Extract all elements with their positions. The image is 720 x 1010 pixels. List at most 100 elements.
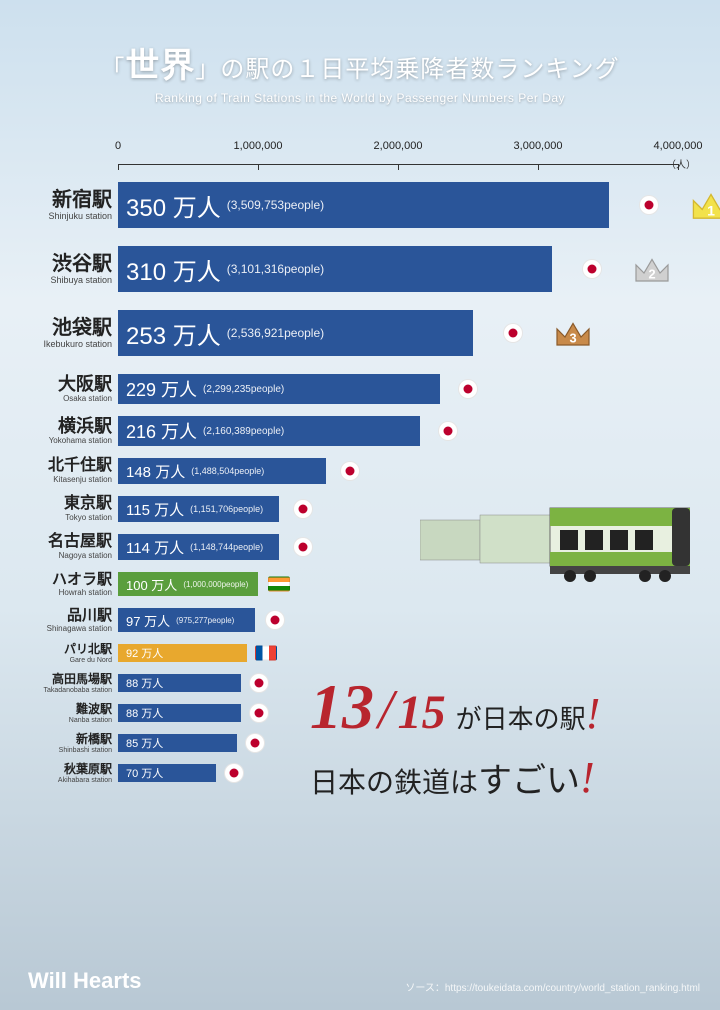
- fr-flag-icon: [255, 646, 277, 661]
- station-label: パリ北駅 Gare du Nord: [28, 643, 118, 664]
- bar-value: 310 万人: [126, 252, 221, 287]
- station-name-en: Takadanobaba station: [28, 687, 112, 694]
- source-text: ソース：https://toukeidata.com/country/world…: [405, 979, 700, 994]
- station-label: 秋葉原駅 Akihabara station: [28, 763, 118, 784]
- jp-flag-icon: [582, 259, 602, 279]
- bar-value: 115 万人: [126, 499, 184, 520]
- bar-value: 148 万人: [126, 461, 185, 482]
- station-name-en: Nanba station: [28, 717, 112, 724]
- axis-tick: [538, 164, 539, 170]
- x-axis: （人） 01,000,0002,000,0003,000,0004,000,00…: [118, 140, 692, 178]
- bar-value: 114 万人: [126, 537, 184, 558]
- station-label: 名古屋駅 Nagoya station: [28, 534, 118, 560]
- bar: 92 万人: [118, 644, 247, 662]
- station-row: 横浜駅 Yokohama station216 万人(2,160,389peop…: [28, 412, 692, 450]
- bar-value-paren: (1,488,504people): [191, 466, 264, 476]
- axis-tick: [398, 164, 399, 170]
- station-row: パリ北駅 Gare du Nord 92 万人: [28, 640, 692, 666]
- axis-tick-label: 2,000,000: [374, 140, 423, 152]
- bar-value: 350 万人: [126, 188, 221, 223]
- station-name-jp: 池袋駅: [28, 318, 112, 338]
- station-name-jp: 大阪駅: [28, 375, 112, 393]
- axis-tick-label: 3,000,000: [514, 140, 563, 152]
- station-name-jp: 秋葉原駅: [28, 763, 112, 775]
- callout-excl-2: !: [580, 753, 595, 802]
- jp-flag-icon: [639, 195, 659, 215]
- station-name-jp: パリ北駅: [28, 643, 112, 655]
- title-strong: 世界: [125, 47, 195, 85]
- station-name-en: Yokohama station: [28, 437, 112, 445]
- callout: 13 / 15 が日本の駅 ! 日本の鉄道はすごい!: [310, 670, 710, 803]
- station-name-jp: 東京駅: [28, 496, 112, 512]
- bar-area: 92 万人: [118, 640, 692, 666]
- logo-part-b: Hearts: [73, 968, 141, 993]
- svg-text:1: 1: [707, 203, 715, 219]
- logo: Will Hearts: [28, 968, 142, 994]
- jp-flag-icon: [438, 421, 458, 441]
- callout-excl-1: !: [586, 688, 601, 739]
- bar: 85 万人: [118, 734, 237, 752]
- bar: 88 万人: [118, 674, 241, 692]
- axis-tick-label: 1,000,000: [234, 140, 283, 152]
- title: 「世界」の駅の１日平均乗降者数ランキング Ranking of Train St…: [0, 0, 720, 105]
- station-row: 渋谷駅 Shibuya station310 万人(3,101,316peopl…: [28, 242, 692, 296]
- station-name-jp: 難波駅: [28, 703, 112, 715]
- bar-value-paren: (3,101,316people): [227, 262, 324, 276]
- rank-crown-icon: 2: [632, 253, 672, 285]
- jp-flag-icon: [293, 537, 313, 557]
- station-label: 池袋駅 Ikebukuro station: [28, 318, 118, 349]
- jp-flag-icon: [458, 379, 478, 399]
- jp-flag-icon: [265, 610, 285, 630]
- title-sub: Ranking of Train Stations in the World b…: [0, 91, 720, 105]
- bar: 216 万人(2,160,389people): [118, 416, 420, 446]
- callout-line2-strong: すごい: [478, 763, 580, 800]
- station-label: 横浜駅 Yokohama station: [28, 417, 118, 445]
- bar: 88 万人: [118, 704, 241, 722]
- bar-value: 97 万人: [126, 611, 170, 630]
- axis-unit: （人）: [666, 156, 696, 171]
- station-label: 難波駅 Nanba station: [28, 703, 118, 724]
- callout-numerator: 13: [310, 670, 374, 744]
- station-row: 池袋駅 Ikebukuro station253 万人(2,536,921peo…: [28, 306, 692, 360]
- callout-line1: 13 / 15 が日本の駅 !: [310, 670, 710, 744]
- station-label: 新宿駅 Shinjuku station: [28, 190, 118, 221]
- station-name-jp: 新橋駅: [28, 733, 112, 745]
- bar: 310 万人 (3,101,316people): [118, 246, 552, 292]
- station-label: 北千住駅 Kitasenju station: [28, 458, 118, 484]
- bar: 229 万人(2,299,235people): [118, 374, 440, 404]
- callout-line1-text: が日本の駅: [456, 699, 586, 736]
- bar-value: 92 万人: [126, 645, 163, 661]
- bar-value-paren: (1,148,744people): [190, 542, 263, 552]
- callout-slash: /: [374, 678, 398, 742]
- callout-denominator: 15: [398, 685, 446, 740]
- station-name-en: Shinbashi station: [28, 747, 112, 754]
- axis-tick: [118, 164, 119, 170]
- jp-flag-icon: [293, 499, 313, 519]
- footer: Will Hearts ソース：https://toukeidata.com/c…: [28, 968, 700, 994]
- station-name-en: Kitasenju station: [28, 476, 112, 484]
- station-label: ハオラ駅 Howrah station: [28, 572, 118, 597]
- station-name-en: Ikebukuro station: [28, 340, 112, 349]
- bar-value: 88 万人: [126, 675, 163, 691]
- bar-value: 229 万人: [126, 376, 197, 402]
- bar-value: 253 万人: [126, 316, 221, 351]
- station-name-jp: 高田馬場駅: [28, 673, 112, 685]
- bar-value: 216 万人: [126, 418, 197, 444]
- station-name-en: Shinjuku station: [28, 212, 112, 221]
- svg-text:3: 3: [570, 331, 577, 346]
- bar-value-paren: (1,151,706people): [190, 504, 263, 514]
- rank-crown-icon: 1: [689, 187, 720, 222]
- bar-area: 253 万人(2,536,921people) 3: [118, 306, 692, 360]
- station-name-en: Akihabara station: [28, 777, 112, 784]
- station-label: 高田馬場駅 Takadanobaba station: [28, 673, 118, 694]
- axis-tick-label: 4,000,000: [654, 140, 703, 152]
- train-illustration: [420, 480, 690, 590]
- station-name-jp: 品川駅: [28, 608, 112, 623]
- station-name-en: Shibuya station: [28, 276, 112, 285]
- jp-flag-icon: [249, 673, 269, 693]
- jp-flag-icon: [340, 461, 360, 481]
- station-row: 新宿駅 Shinjuku station350 万人(3,509,753peop…: [28, 178, 692, 232]
- rank-crown-icon: 3: [553, 317, 593, 349]
- station-row: 大阪駅 Osaka station229 万人(2,299,235people): [28, 370, 692, 408]
- bar-area: 229 万人(2,299,235people): [118, 370, 692, 408]
